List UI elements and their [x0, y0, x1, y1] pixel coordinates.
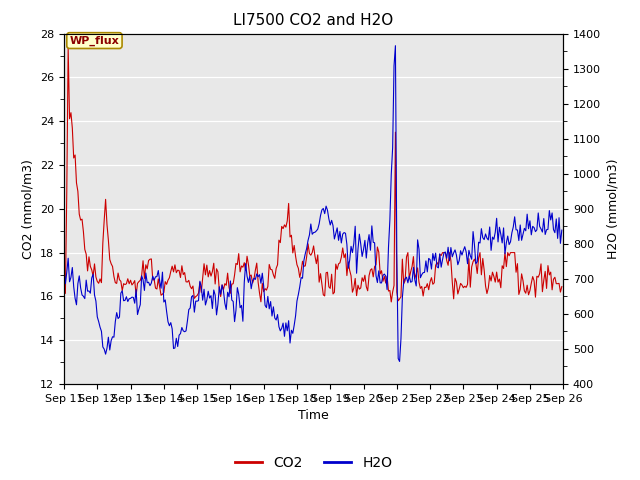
H2O [121, 298, 129, 303]
Legend: CO2, H2O: CO2, H2O [229, 450, 398, 475]
H2O [396, 359, 403, 364]
CO2 [533, 274, 541, 279]
H2O [209, 306, 216, 312]
CO2 [60, 280, 68, 286]
CO2 [123, 281, 131, 287]
H2O [533, 227, 541, 233]
Line: H2O: H2O [64, 46, 562, 361]
H2O [234, 285, 241, 290]
Y-axis label: H2O (mmol/m3): H2O (mmol/m3) [607, 158, 620, 259]
CO2 [210, 260, 218, 266]
H2O [60, 266, 68, 272]
X-axis label: Time: Time [298, 409, 329, 422]
Text: WP_flux: WP_flux [70, 36, 119, 46]
Line: CO2: CO2 [64, 48, 562, 302]
H2O [392, 43, 399, 48]
Y-axis label: CO2 (mmol/m3): CO2 (mmol/m3) [22, 159, 35, 259]
H2O [558, 227, 566, 233]
CO2 [235, 251, 243, 256]
CO2 [279, 226, 287, 231]
CO2 [64, 46, 72, 51]
CO2 [387, 299, 395, 305]
H2O [278, 325, 285, 331]
CO2 [227, 290, 234, 296]
H2O [225, 294, 233, 300]
CO2 [558, 284, 566, 289]
Title: LI7500 CO2 and H2O: LI7500 CO2 and H2O [234, 13, 394, 28]
